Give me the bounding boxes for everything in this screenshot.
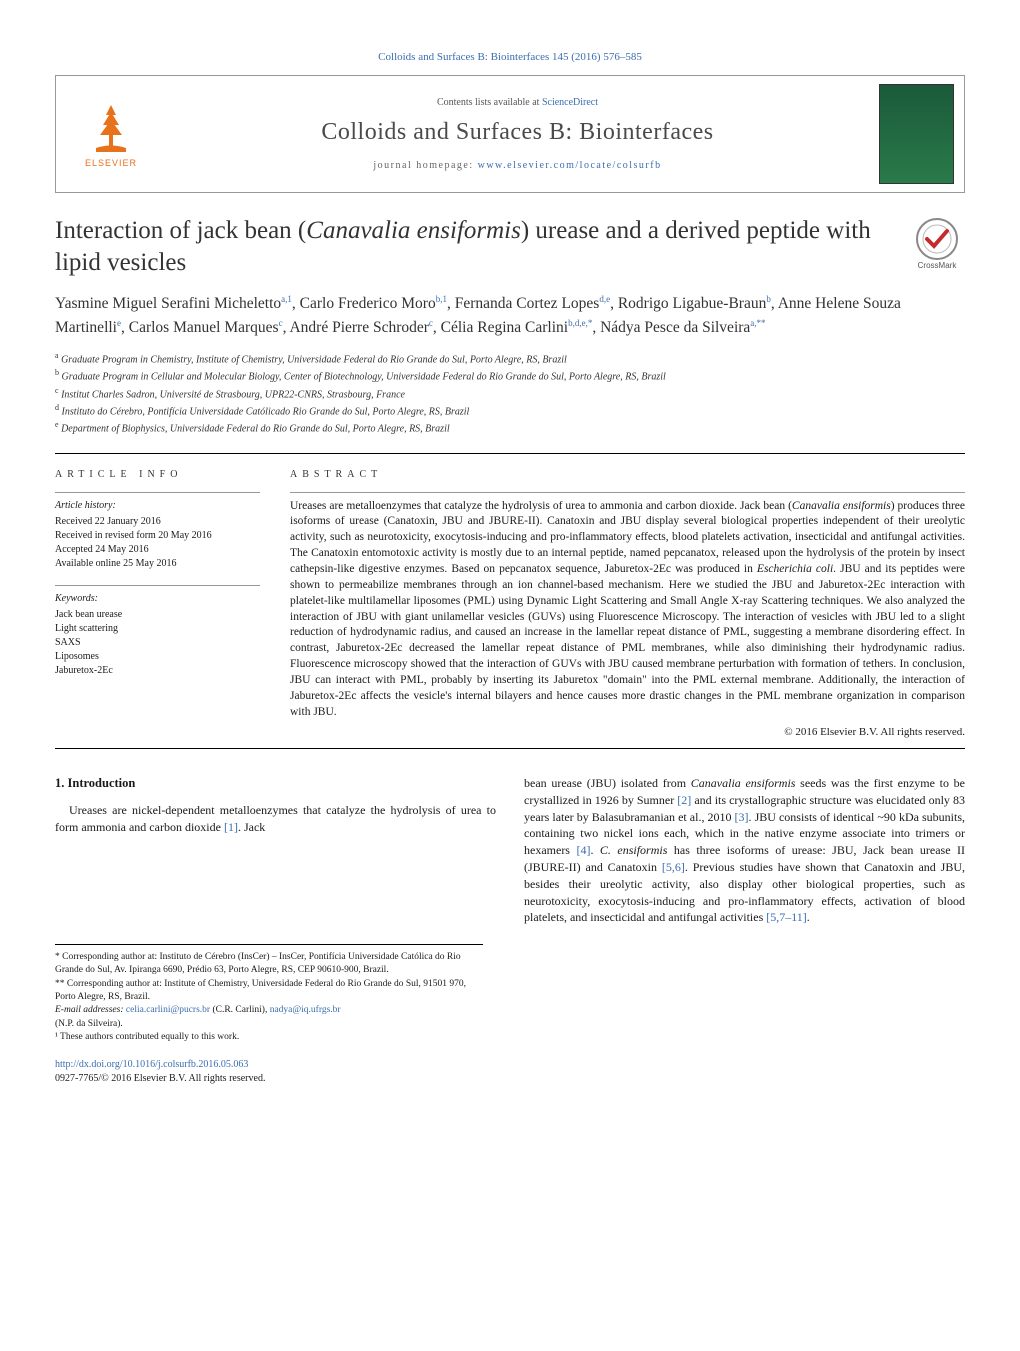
journal-citation: Colloids and Surfaces B: Biointerfaces 1… xyxy=(55,50,965,65)
corresponding-author-2: ** Corresponding author at: Institute of… xyxy=(55,978,483,1005)
email-link[interactable]: celia.carlini@pucrs.br xyxy=(126,1005,210,1015)
affiliation-item: c Institut Charles Sadron, Université de… xyxy=(55,385,965,402)
footnotes-block: * Corresponding author at: Instituto de … xyxy=(55,944,483,1044)
journal-title: Colloids and Surfaces B: Biointerfaces xyxy=(156,116,879,150)
affiliations-block: a Graduate Program in Chemistry, Institu… xyxy=(55,350,965,437)
elsevier-logo: ELSEVIER xyxy=(66,89,156,179)
equal-contribution-note: ¹ These authors contributed equally to t… xyxy=(55,1031,483,1044)
article-info-heading: ARTICLE INFO xyxy=(55,468,260,482)
journal-homepage-line: journal homepage: www.elsevier.com/locat… xyxy=(156,159,879,173)
keyword-item: Jaburetox-2Ec xyxy=(55,664,260,678)
elsevier-label: ELSEVIER xyxy=(85,157,137,170)
received-date: Received 22 January 2016 xyxy=(55,515,260,529)
sciencedirect-link[interactable]: ScienceDirect xyxy=(542,97,598,108)
elsevier-tree-icon xyxy=(86,100,136,155)
intro-para-1: Ureases are nickel-dependent metalloenzy… xyxy=(55,802,496,836)
introduction-heading: 1. Introduction xyxy=(55,775,496,793)
abstract-heading: ABSTRACT xyxy=(290,468,965,482)
article-info-column: ARTICLE INFO Article history: Received 2… xyxy=(55,468,260,740)
svg-text:CrossMark: CrossMark xyxy=(918,261,958,270)
crossmark-icon[interactable]: CrossMark xyxy=(909,215,965,271)
divider xyxy=(55,453,965,454)
accepted-date: Accepted 24 May 2016 xyxy=(55,543,260,557)
author-list: Yasmine Miguel Serafini Michelettoa,1, C… xyxy=(55,292,965,340)
ref-link[interactable]: [4] xyxy=(576,843,590,857)
keywords-list: Jack bean ureaseLight scatteringSAXSLipo… xyxy=(55,608,260,678)
keyword-item: Light scattering xyxy=(55,622,260,636)
body-two-column: 1. Introduction Ureases are nickel-depen… xyxy=(55,775,965,926)
header-center-block: Contents lists available at ScienceDirec… xyxy=(156,96,879,174)
keyword-item: Jack bean urease xyxy=(55,608,260,622)
journal-homepage-link[interactable]: www.elsevier.com/locate/colsurfb xyxy=(478,160,662,171)
email-addresses: E-mail addresses: celia.carlini@pucrs.br… xyxy=(55,1004,483,1017)
journal-cover-thumbnail xyxy=(879,84,954,184)
abstract-copyright: © 2016 Elsevier B.V. All rights reserved… xyxy=(290,725,965,740)
intro-para-2: bean urease (JBU) isolated from Canavali… xyxy=(524,775,965,926)
affiliation-item: b Graduate Program in Cellular and Molec… xyxy=(55,367,965,384)
keywords-label: Keywords: xyxy=(55,592,260,606)
abstract-column: ABSTRACT Ureases are metalloenzymes that… xyxy=(290,468,965,740)
issn-copyright: 0927-7765/© 2016 Elsevier B.V. All right… xyxy=(55,1073,265,1084)
article-title: Interaction of jack bean (Canavalia ensi… xyxy=(55,215,895,278)
history-label: Article history: xyxy=(55,499,260,513)
email-link[interactable]: nadya@iq.ufrgs.br xyxy=(270,1005,341,1015)
online-date: Available online 25 May 2016 xyxy=(55,557,260,571)
doi-block: http://dx.doi.org/10.1016/j.colsurfb.201… xyxy=(55,1058,965,1086)
keyword-item: Liposomes xyxy=(55,650,260,664)
ref-link[interactable]: [2] xyxy=(677,793,691,807)
revised-date: Received in revised form 20 May 2016 xyxy=(55,529,260,543)
doi-link[interactable]: http://dx.doi.org/10.1016/j.colsurfb.201… xyxy=(55,1059,248,1070)
divider xyxy=(55,748,965,749)
ref-link[interactable]: [5,6] xyxy=(662,860,685,874)
abstract-text: Ureases are metalloenzymes that catalyze… xyxy=(290,499,965,721)
ref-link[interactable]: [5,7–11] xyxy=(766,910,807,924)
corresponding-author-1: * Corresponding author at: Instituto de … xyxy=(55,951,483,978)
affiliation-item: d Instituto do Cérebro, Pontifícia Unive… xyxy=(55,402,965,419)
contents-available-line: Contents lists available at ScienceDirec… xyxy=(156,96,879,110)
ref-link[interactable]: [3] xyxy=(735,810,749,824)
affiliation-item: e Department of Biophysics, Universidade… xyxy=(55,419,965,436)
affiliation-item: a Graduate Program in Chemistry, Institu… xyxy=(55,350,965,367)
journal-header: ELSEVIER Contents lists available at Sci… xyxy=(55,75,965,193)
keyword-item: SAXS xyxy=(55,636,260,650)
